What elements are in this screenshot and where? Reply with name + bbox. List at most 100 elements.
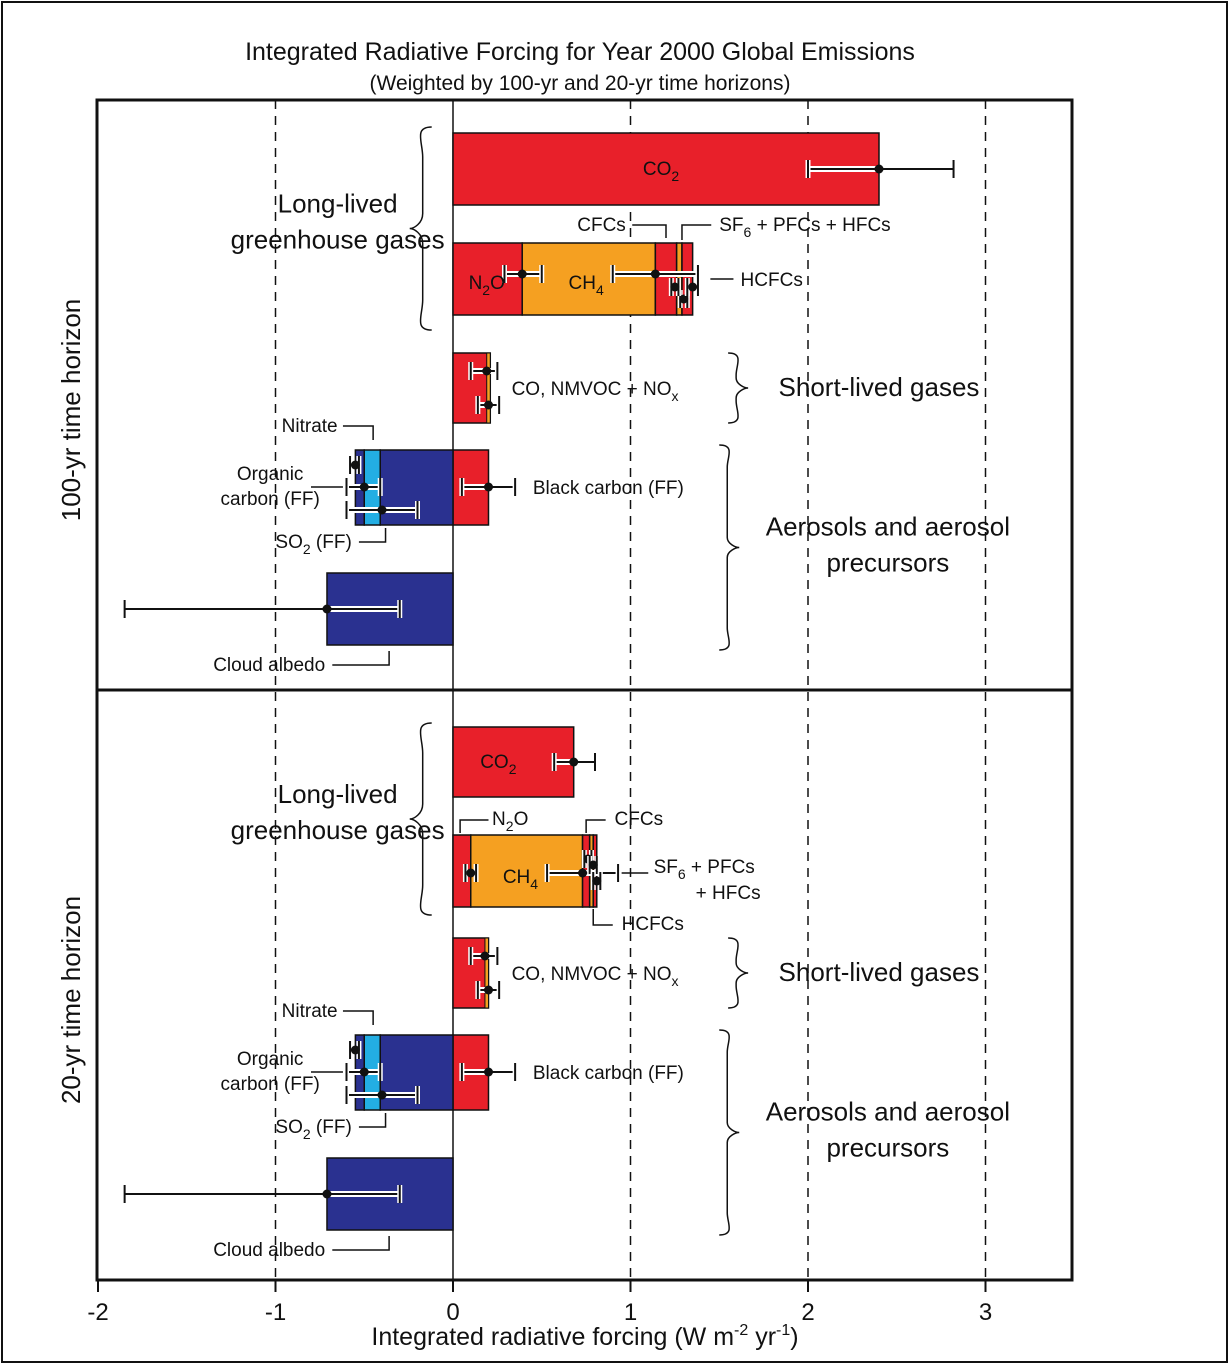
co2-label: CO2 — [480, 752, 516, 777]
error-point — [377, 1090, 387, 1100]
side-label: 100-yr time horizon — [56, 299, 86, 522]
error-point — [466, 868, 476, 878]
ghg-bar-segment — [452, 242, 523, 316]
cfcs-leader — [632, 224, 667, 238]
error-point — [874, 164, 884, 174]
so2-error — [344, 501, 420, 519]
error-point — [517, 269, 527, 279]
error-point — [592, 876, 602, 886]
x-tick-label: 1 — [624, 1299, 637, 1326]
sf6-error — [590, 872, 603, 890]
short-lived-error — [468, 362, 500, 380]
x-tick-label: -1 — [265, 1299, 286, 1326]
black-carbon-error — [459, 478, 518, 496]
sf6-leader — [681, 224, 712, 240]
n2o-error — [462, 864, 479, 882]
black-carbon-label: Black carbon (FF) — [533, 478, 684, 499]
error-point — [359, 1067, 369, 1077]
x-tick-label: -2 — [87, 1299, 108, 1326]
sf6-error — [684, 278, 701, 296]
organic-carbon-label: Organic — [237, 1049, 304, 1070]
hcfcs-label: HCFCs — [741, 270, 803, 291]
cfcs-label: CFCs — [577, 215, 626, 236]
x-tick-label: 0 — [446, 1299, 459, 1326]
so2-label: SO2 (FF) — [275, 532, 351, 557]
error-point — [484, 1067, 493, 1077]
error-point — [482, 366, 492, 376]
so2-label: SO2 (FF) — [275, 1117, 351, 1142]
n2o-label: N2O — [469, 273, 505, 298]
co2-error — [805, 160, 955, 178]
cloud-albedo-leader — [332, 1236, 390, 1251]
error-point — [650, 269, 660, 279]
error-point — [480, 951, 490, 961]
nitrate-label: Nitrate — [282, 416, 338, 437]
error-point — [322, 604, 332, 614]
short-lived-label: CO, NMVOC + NOx — [512, 379, 679, 404]
chart-title: Integrated Radiative Forcing for Year 20… — [245, 38, 915, 66]
sf6-label: SF6 + PFCs + HFCs — [719, 215, 890, 240]
error-point — [484, 985, 493, 995]
short-lived-bar-segment — [486, 352, 491, 424]
hcfc-error — [587, 856, 600, 874]
short-lived-bar-segment — [484, 937, 490, 1009]
cloud-albedo-error — [123, 600, 403, 618]
organic-carbon-label: carbon (FF) — [221, 1074, 320, 1095]
n2o-leader — [459, 819, 489, 833]
nitrate-leader — [342, 1010, 374, 1025]
short-lived-label: CO, NMVOC + NOx — [512, 964, 679, 989]
error-point — [484, 400, 493, 410]
nitrate-error — [347, 1041, 362, 1059]
nitrate-leader — [342, 425, 374, 440]
cloud-albedo-error — [123, 1185, 403, 1203]
cloud-albedo-label: Cloud albedo — [213, 655, 325, 676]
cfcs-label: CFCs — [615, 809, 664, 830]
organic-carbon-label: Organic — [237, 464, 304, 485]
short-lived-error — [475, 396, 502, 414]
sf6-label: SF6 + PFCs — [654, 857, 755, 882]
error-point — [578, 868, 588, 878]
error-point — [377, 505, 387, 515]
long-lived-brace — [409, 126, 432, 331]
n2o-error — [501, 265, 545, 283]
aerosols-brace — [719, 1029, 740, 1236]
x-tick-label: 2 — [801, 1299, 814, 1326]
error-point — [588, 860, 598, 870]
long-lived-label: Long-lived — [278, 779, 398, 809]
annotations: 100-yr time horizon CO2 N2O CH4 CFCs SF6 + PF… — [56, 126, 1010, 1261]
so2-leader — [358, 1113, 387, 1128]
hcfcs-label: HCFCs — [622, 914, 684, 935]
long-lived-brace — [409, 722, 432, 916]
error-point — [569, 757, 579, 767]
organic-carbon-error — [344, 1063, 383, 1081]
error-point — [350, 1045, 360, 1055]
long-lived-label: greenhouse gases — [231, 225, 445, 255]
error-point — [679, 294, 689, 304]
ch4-label: CH4 — [569, 273, 604, 298]
so2-error — [344, 1086, 420, 1104]
short-lived-brace — [728, 352, 749, 424]
black-carbon-error — [459, 1063, 518, 1081]
ghg-bar-segment — [521, 242, 657, 316]
hfcs-label: + HFCs — [696, 883, 761, 904]
cfcs-leader — [585, 819, 606, 833]
error-point — [350, 460, 360, 470]
side-label: 20-yr time horizon — [56, 896, 86, 1104]
short-lived-group-label: Short-lived gases — [779, 957, 980, 987]
cloud-albedo-label: Cloud albedo — [213, 1240, 325, 1261]
short-lived-group-label: Short-lived gases — [779, 372, 980, 402]
chart-subtitle: (Weighted by 100-yr and 20-yr time horiz… — [370, 72, 791, 95]
co2-error — [551, 753, 596, 771]
ch4-label: CH4 — [503, 867, 538, 892]
bars — [123, 132, 955, 1231]
co2-label: CO2 — [643, 159, 680, 184]
cloud-albedo-leader — [332, 651, 390, 666]
aerosols-label: Aerosols and aerosol — [766, 1097, 1010, 1127]
so2-leader — [358, 528, 387, 543]
cfc-error — [668, 278, 681, 296]
aerosols-label: precursors — [826, 548, 949, 578]
long-lived-label: Long-lived — [278, 189, 398, 219]
error-point — [484, 482, 493, 492]
nitrate-label: Nitrate — [282, 1001, 338, 1022]
